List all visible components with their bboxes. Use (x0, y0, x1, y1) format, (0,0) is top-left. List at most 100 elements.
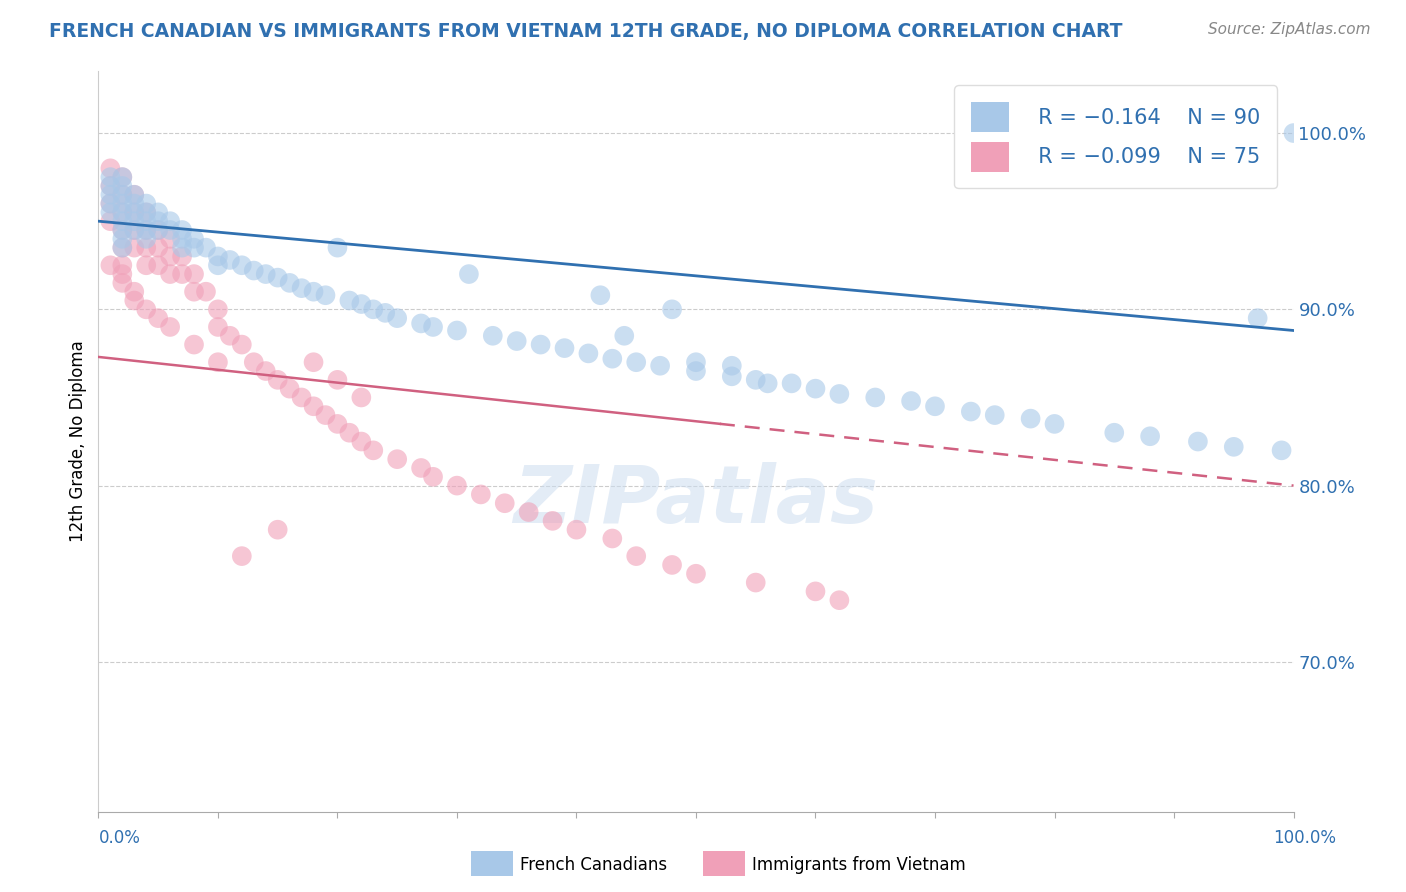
Point (135, 223, 157, 237)
Point (315, 408, 337, 422)
Point (148, 311, 170, 326)
Point (661, 302, 683, 317)
Point (98, 161, 122, 176)
Point (685, 364, 707, 378)
Point (721, 359, 744, 373)
Point (172, 249, 194, 263)
Point (219, 252, 242, 267)
Point (111, 170, 134, 185)
Point (326, 241, 349, 255)
Point (1019, 411, 1042, 425)
Point (745, 575, 768, 590)
Point (685, 566, 707, 581)
Point (661, 558, 683, 572)
Point (172, 267, 194, 281)
Point (183, 285, 205, 299)
Point (135, 241, 157, 255)
Point (350, 297, 373, 311)
Point (554, 341, 576, 355)
Point (385, 452, 409, 467)
Point (411, 461, 433, 475)
Point (148, 214, 170, 228)
Point (159, 232, 181, 246)
Point (578, 346, 600, 360)
Point (350, 434, 373, 449)
Point (195, 285, 218, 299)
Point (148, 241, 170, 255)
Point (231, 258, 253, 272)
Text: Immigrants from Vietnam: Immigrants from Vietnam (752, 856, 966, 874)
Point (124, 205, 146, 219)
Point (98, 187, 122, 202)
Point (111, 267, 134, 281)
Point (183, 337, 205, 351)
Point (685, 355, 707, 369)
Point (124, 223, 146, 237)
Point (302, 355, 325, 369)
Point (422, 320, 444, 334)
Text: French Canadians: French Canadians (520, 856, 668, 874)
Point (828, 593, 851, 607)
Point (804, 584, 827, 599)
Point (135, 205, 157, 219)
Point (267, 523, 290, 537)
Point (111, 241, 134, 255)
Point (219, 328, 242, 343)
Point (589, 288, 612, 302)
Point (135, 232, 157, 246)
Point (865, 391, 887, 405)
Point (541, 514, 564, 528)
Point (960, 404, 983, 418)
Point (111, 258, 134, 272)
Point (111, 232, 134, 246)
Point (422, 470, 444, 484)
Point (98, 214, 122, 228)
Point (124, 285, 146, 299)
Point (900, 394, 922, 409)
Point (278, 382, 301, 396)
Point (231, 549, 253, 563)
Point (1247, 311, 1270, 326)
Point (565, 523, 588, 537)
Point (111, 170, 134, 185)
Point (363, 302, 385, 317)
Point (111, 214, 134, 228)
Point (172, 241, 194, 255)
Point (780, 376, 803, 391)
Text: ZIPatlas: ZIPatlas (513, 462, 879, 540)
Point (98, 178, 122, 193)
Point (207, 258, 229, 272)
Point (135, 196, 157, 211)
Point (626, 355, 648, 369)
Point (243, 355, 266, 369)
Point (159, 223, 181, 237)
Point (243, 263, 266, 277)
Point (602, 351, 624, 366)
Point (756, 376, 779, 391)
Point (183, 241, 205, 255)
Point (302, 285, 325, 299)
Legend:   R = −0.164    N = 90,   R = −0.099    N = 75: R = −0.164 N = 90, R = −0.099 N = 75 (955, 86, 1277, 188)
Point (1187, 434, 1209, 449)
Point (124, 241, 146, 255)
Point (506, 334, 529, 348)
Point (207, 249, 229, 263)
Point (1271, 443, 1294, 458)
Point (326, 373, 349, 387)
Point (111, 205, 134, 219)
Point (111, 241, 134, 255)
Point (494, 496, 516, 510)
Point (267, 270, 290, 285)
Point (446, 478, 468, 492)
Point (385, 311, 409, 326)
Point (124, 187, 146, 202)
Point (98, 170, 122, 185)
Text: 100.0%: 100.0% (1272, 829, 1336, 847)
Point (339, 425, 361, 440)
Point (326, 417, 349, 431)
Point (291, 281, 314, 295)
Point (1043, 417, 1066, 431)
Point (148, 205, 170, 219)
Point (626, 549, 648, 563)
Point (159, 267, 181, 281)
